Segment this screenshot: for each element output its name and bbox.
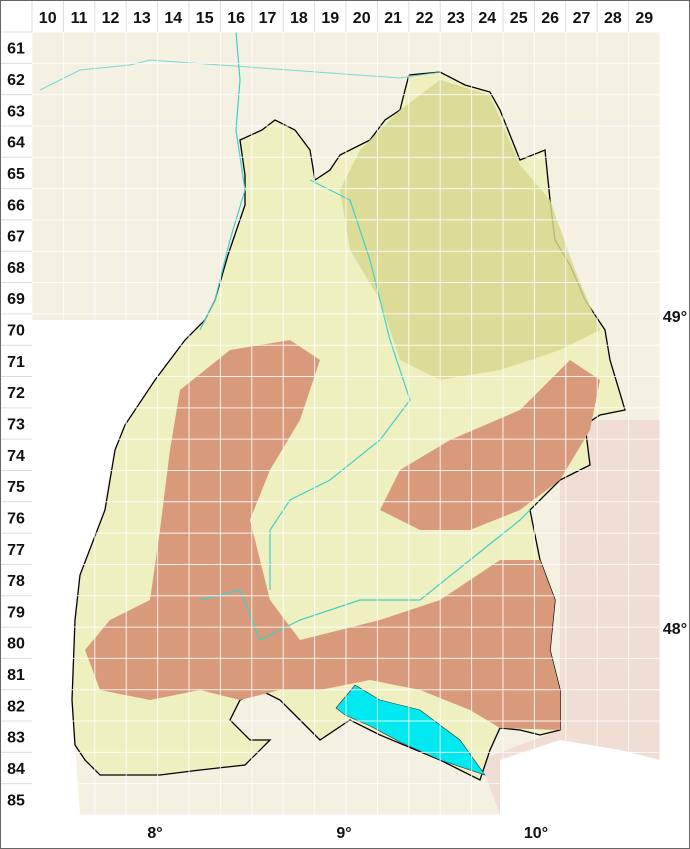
column-label: 24 — [478, 10, 496, 27]
row-label: 85 — [7, 792, 25, 809]
row-label: 62 — [7, 72, 25, 89]
column-label: 15 — [196, 10, 214, 27]
row-label: 75 — [7, 479, 25, 496]
column-labels: 10 11 12 13 14 15 16 17 18 19 20 21 22 23 24 25 26 27 28 29 — [31, 0, 653, 32]
column-label: 13 — [133, 10, 151, 27]
column-label: 17 — [259, 10, 277, 27]
row-label: 61 — [7, 41, 25, 58]
column-label: 18 — [290, 10, 308, 27]
upland-region-southwest — [85, 340, 560, 730]
column-label: 20 — [353, 10, 371, 27]
row-label: 70 — [7, 323, 25, 340]
row-label: 81 — [7, 667, 25, 684]
row-label: 71 — [7, 354, 25, 371]
row-label: 83 — [7, 730, 25, 747]
column-label: 10 — [39, 10, 57, 27]
column-label: 27 — [573, 10, 591, 27]
outside-area-east — [480, 420, 660, 815]
latitude-label-49: 49° — [663, 309, 687, 326]
outside-area-south — [500, 740, 660, 815]
column-label: 28 — [604, 10, 622, 27]
column-label: 22 — [416, 10, 434, 27]
map-area — [0, 0, 660, 815]
row-label: 73 — [7, 417, 25, 434]
outside-area-west — [32, 320, 200, 815]
row-label: 63 — [7, 103, 25, 120]
longitude-label-8: 8° — [147, 825, 162, 842]
row-label: 67 — [7, 229, 25, 246]
column-label: 11 — [71, 10, 88, 27]
row-label: 84 — [7, 761, 25, 778]
column-label: 21 — [384, 10, 402, 27]
row-label: 74 — [7, 448, 25, 465]
row-header-bar — [0, 32, 32, 815]
longitude-label-10: 10° — [524, 825, 548, 842]
row-label: 79 — [7, 604, 25, 621]
column-label: 26 — [541, 10, 559, 27]
latitude-label-48: 48° — [663, 621, 687, 638]
row-label: 66 — [7, 197, 25, 214]
column-label: 23 — [447, 10, 465, 27]
column-label: 12 — [102, 10, 120, 27]
row-label: 80 — [7, 636, 25, 653]
row-label: 78 — [7, 573, 25, 590]
row-labels: 61 62 63 64 65 66 67 68 69 70 71 72 73 74 75 76 77 78 79 80… — [0, 31, 32, 809]
upland-region-swabian-jura — [380, 360, 600, 530]
river-rhine — [199, 31, 246, 331]
column-label: 19 — [321, 10, 339, 27]
row-label: 68 — [7, 260, 25, 277]
grid-lines — [0, 0, 660, 815]
row-label: 64 — [7, 135, 25, 152]
river-main — [39, 59, 441, 91]
row-label: 76 — [7, 510, 25, 527]
row-label: 77 — [7, 542, 25, 559]
row-label: 69 — [7, 291, 25, 308]
column-label: 29 — [635, 10, 653, 27]
column-label: 14 — [164, 10, 182, 27]
row-label: 65 — [7, 166, 25, 183]
hill-region-northeast — [340, 80, 600, 380]
column-label: 25 — [510, 10, 528, 27]
column-label: 16 — [227, 10, 245, 27]
longitude-label-9: 9° — [336, 825, 351, 842]
river-neckar — [269, 179, 411, 590]
column-header-bar — [0, 0, 660, 32]
row-label: 72 — [7, 385, 25, 402]
row-label: 82 — [7, 698, 25, 715]
